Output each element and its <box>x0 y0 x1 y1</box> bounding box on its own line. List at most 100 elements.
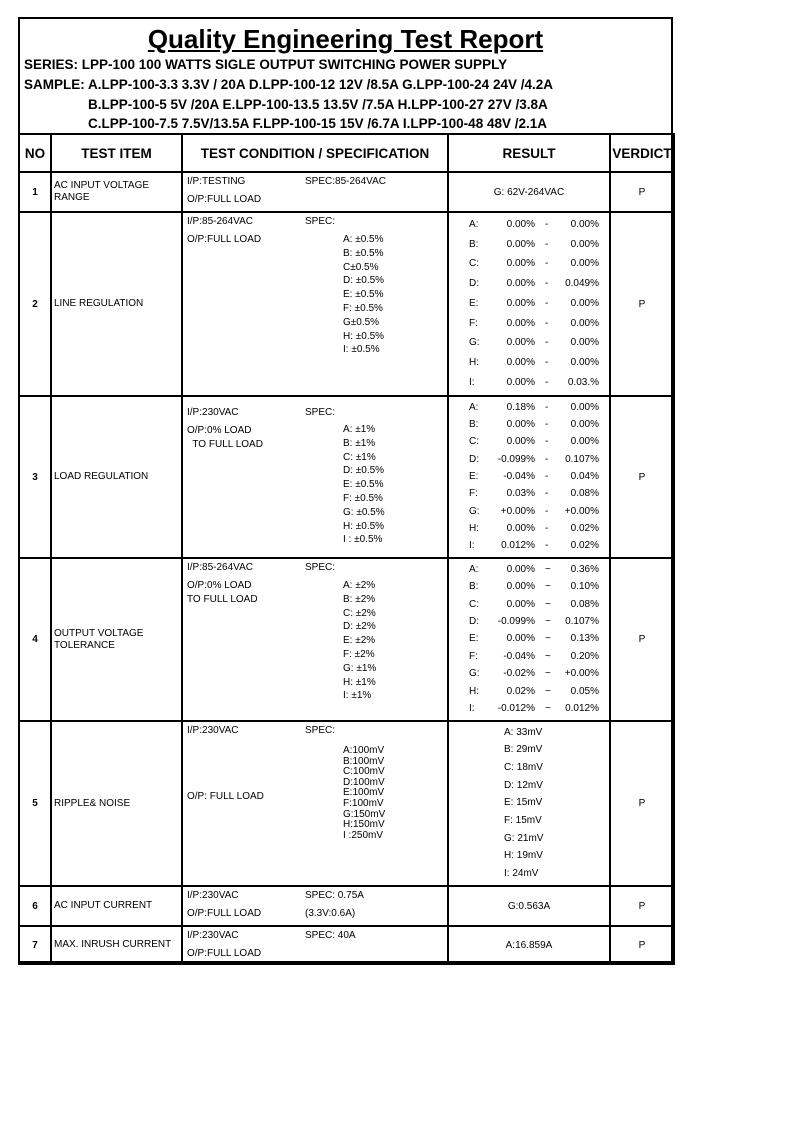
result-to: 0.107% <box>565 453 599 465</box>
result-to: 0.00% <box>570 317 599 329</box>
result-separator: ~ <box>545 668 551 680</box>
result-separator: - <box>545 337 549 349</box>
condition-line: O/P:FULL LOAD <box>187 908 262 919</box>
result-to: 0.00% <box>570 357 599 369</box>
spec-item: F: ±0.5% <box>343 493 383 504</box>
test-condition: I/P:230VAC O/P: FULL LOAD SPEC: A:100mV B:10… <box>181 720 449 887</box>
result-separator: - <box>545 401 549 413</box>
result-from: 0.00% <box>506 357 535 369</box>
result-value: A:16.859A <box>505 939 553 951</box>
spec-item: I : ±0.5% <box>343 534 383 546</box>
table-row: 1 AC INPUT VOLTAGE RANGE I/P:TESTING O/P:FU… <box>18 171 675 213</box>
result-label: F: <box>469 650 478 662</box>
test-result: A: 0.00% -0.00% B: 0.00% -0.00% C: 0.00% -0.00% D… <box>447 211 611 397</box>
condition-line: I/P:TESTING <box>187 176 246 187</box>
result-label: D: <box>469 616 479 628</box>
result-separator: - <box>545 453 549 465</box>
spec-item: D:100mV <box>343 776 385 788</box>
result-label: D: <box>469 453 479 465</box>
result-value: D: 12mV <box>504 779 543 791</box>
verdict: P <box>609 925 675 965</box>
spec-item: I :250mV <box>343 829 384 841</box>
result-to: 0.02% <box>570 522 599 534</box>
result-label: H: <box>469 522 479 534</box>
spec-item: I: ±0.5% <box>343 344 380 356</box>
result-from: 0.00% <box>506 436 535 448</box>
result-to: +0.00% <box>564 668 599 680</box>
result-line: G: 0.00% -0.00% <box>449 337 609 349</box>
result-separator: ~ <box>545 598 551 610</box>
result-line: E: 15mV <box>449 797 609 809</box>
result-separator: - <box>545 357 549 369</box>
condition-line: I/P:230VAC <box>187 890 239 901</box>
report-sheet: Quality Engineering Test Report SERIES: … <box>18 17 675 965</box>
spec-item: C: ±2% <box>343 607 376 619</box>
result-separator: ~ <box>545 685 551 697</box>
verdict: P <box>609 557 675 722</box>
test-result: A: 0.00% ~0.36% B: 0.00% ~0.10% C: 0.00% ~0.08% D… <box>447 557 611 722</box>
result-line: F: 0.00% -0.00% <box>449 318 609 330</box>
result-to: 0.012% <box>565 703 599 715</box>
result-label: C: <box>469 598 479 610</box>
spec-item: E: ±2% <box>343 635 376 647</box>
table-row: 5 RIPPLE& NOISE I/P:230VAC O/P: FULL LOAD SP… <box>18 720 675 887</box>
result-label: C: <box>469 258 479 270</box>
sample-line-3: C.LPP-100-7.5 7.5V/13.5A F.LPP-100-15 15… <box>88 116 547 131</box>
spec-item: E: ±0.5% <box>343 479 384 491</box>
result-label: F: <box>469 317 478 329</box>
result-separator: - <box>545 470 549 482</box>
spec-label: SPEC:85-264VAC <box>305 176 386 187</box>
result-line: G: -0.02% ~ +0.00% <box>449 668 609 680</box>
result-line: F: 0.03% - 0.08% <box>449 488 609 500</box>
row-no: 3 <box>18 395 52 559</box>
result-label: B: <box>469 581 479 593</box>
test-result: A: 0.18% -0.00% B: 0.00% -0.00% C: 0.00% -0.00% D… <box>447 395 611 559</box>
result-label: E: <box>469 297 479 309</box>
result-from: 0.00% <box>506 581 535 593</box>
spec-label: SPEC: 0.75A <box>305 890 364 901</box>
test-condition: I/P:85-264VAC O/P:0% LOAD TO FULL LOAD SPEC… <box>181 557 449 722</box>
result-line: B: 0.00% -0.00% <box>449 419 609 431</box>
result-line: H: 0.00% -0.00% <box>449 357 609 369</box>
result-separator: ~ <box>545 563 551 575</box>
result-line: A: 33mV <box>449 727 609 739</box>
test-result: G:0.563A <box>447 885 611 927</box>
condition-line: I/P:230VAC <box>187 725 239 736</box>
result-separator: - <box>545 377 549 388</box>
header-result: RESULT <box>447 133 611 173</box>
spec-item: F: ±0.5% <box>343 303 383 314</box>
spec-extra: (3.3V:0.6A) <box>305 908 356 919</box>
result-label: A: <box>469 401 479 413</box>
result-label: E: <box>469 633 479 645</box>
result-separator: ~ <box>545 581 551 593</box>
result-line: C: 0.00% -0.00% <box>449 258 609 270</box>
result-label: C: <box>469 436 479 448</box>
result-line: H: 19mV <box>449 850 609 862</box>
table-row: 4 OUTPUT VOLTAGE TOLERANCE I/P:85-264VAC O/… <box>18 557 675 722</box>
result-separator: - <box>545 436 549 448</box>
row-no: 1 <box>18 171 52 213</box>
test-item: AC INPUT VOLTAGE RANGE <box>50 171 183 213</box>
condition-line: I/P:230VAC <box>187 407 239 418</box>
result-to: +0.00% <box>564 505 599 517</box>
test-condition: I/P:TESTING O/P:FULL LOAD SPEC:85-264VAC <box>181 171 449 213</box>
result-line: C: 18mV <box>449 762 609 774</box>
result-value: E: 15mV <box>504 797 543 809</box>
result-label: H: <box>469 685 479 697</box>
header-condition: TEST CONDITION / SPECIFICATION <box>181 133 449 173</box>
result-line: I: 0.00% - 0.03.% <box>449 377 609 389</box>
result-value: F: 15mV <box>504 815 542 827</box>
result-label: B: <box>469 418 479 430</box>
result-to: 0.20% <box>570 650 599 662</box>
result-line: C: 0.00% -0.00% <box>449 436 609 448</box>
result-to: 0.00% <box>570 258 599 270</box>
result-from: 0.00% <box>506 297 535 309</box>
result-line: H: 0.02% ~0.05% <box>449 686 609 698</box>
result-label: G: <box>469 505 480 517</box>
result-from: 0.00% <box>506 238 535 250</box>
result-from: -0.02% <box>503 668 535 680</box>
spec-item: H: ±1% <box>343 676 376 688</box>
row-no: 4 <box>18 557 52 722</box>
result-line: D: -0.099% - 0.107% <box>449 454 609 466</box>
result-label: F: <box>469 488 478 500</box>
